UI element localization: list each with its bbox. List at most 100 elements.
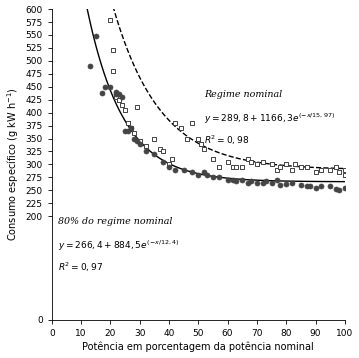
Point bbox=[275, 167, 280, 173]
Point bbox=[327, 167, 333, 173]
Point bbox=[216, 164, 222, 170]
Y-axis label: Consumo específico (g kW h$^{-1}$): Consumo específico (g kW h$^{-1}$) bbox=[5, 88, 21, 241]
Point bbox=[111, 68, 116, 74]
Point bbox=[190, 120, 195, 126]
Text: $R^2 = 0,98$: $R^2 = 0,98$ bbox=[204, 133, 250, 147]
Point bbox=[298, 182, 304, 188]
Point bbox=[201, 146, 207, 152]
Point bbox=[119, 102, 125, 108]
Point bbox=[108, 84, 113, 90]
Point bbox=[248, 178, 254, 184]
Point bbox=[307, 183, 313, 189]
Point bbox=[195, 172, 201, 178]
Point bbox=[327, 183, 333, 189]
Point bbox=[122, 128, 128, 134]
Point bbox=[128, 125, 134, 131]
Point bbox=[172, 167, 178, 173]
Point bbox=[131, 130, 137, 136]
Point bbox=[113, 92, 119, 97]
Point bbox=[93, 33, 99, 39]
Point bbox=[254, 161, 260, 167]
Point bbox=[116, 97, 122, 102]
Point bbox=[143, 144, 148, 149]
Point bbox=[230, 164, 236, 170]
Point bbox=[234, 164, 239, 170]
Text: $R^2 = 0,97$: $R^2 = 0,97$ bbox=[58, 261, 103, 274]
Point bbox=[342, 167, 348, 173]
Point bbox=[298, 164, 304, 170]
Point bbox=[289, 180, 295, 185]
Point bbox=[102, 84, 107, 90]
Point bbox=[151, 151, 157, 157]
Point bbox=[204, 172, 210, 178]
Point bbox=[260, 180, 266, 185]
Point bbox=[184, 136, 190, 141]
Point bbox=[116, 92, 122, 97]
Point bbox=[125, 120, 131, 126]
X-axis label: Potência em porcentagem da potência nominal: Potência em porcentagem da potência nomi… bbox=[83, 342, 314, 352]
Point bbox=[201, 169, 207, 175]
Point bbox=[292, 161, 298, 167]
Point bbox=[336, 169, 342, 175]
Point bbox=[336, 188, 342, 193]
Point bbox=[190, 169, 195, 175]
Point bbox=[304, 164, 309, 170]
Point bbox=[230, 177, 236, 183]
Point bbox=[245, 180, 251, 185]
Point bbox=[278, 182, 283, 188]
Point bbox=[143, 148, 148, 154]
Point bbox=[333, 187, 339, 192]
Point bbox=[278, 164, 283, 170]
Point bbox=[318, 183, 324, 189]
Point bbox=[248, 159, 254, 165]
Point bbox=[254, 180, 260, 185]
Point bbox=[87, 63, 93, 69]
Point bbox=[119, 94, 125, 100]
Text: $y = 266,4 + 884,5e^{(-x/12,4)}$: $y = 266,4 + 884,5e^{(-x/12,4)}$ bbox=[58, 239, 179, 253]
Point bbox=[275, 177, 280, 183]
Point bbox=[260, 159, 266, 165]
Point bbox=[172, 120, 178, 126]
Point bbox=[151, 136, 157, 141]
Point bbox=[113, 94, 119, 100]
Point bbox=[195, 136, 201, 141]
Point bbox=[99, 90, 104, 96]
Point bbox=[333, 164, 339, 170]
Point bbox=[342, 185, 348, 190]
Point bbox=[283, 161, 289, 167]
Point bbox=[304, 183, 309, 189]
Point bbox=[113, 89, 119, 95]
Point bbox=[134, 105, 140, 110]
Text: 80% do regime nominal: 80% do regime nominal bbox=[58, 217, 172, 226]
Point bbox=[199, 141, 204, 146]
Point bbox=[160, 149, 166, 154]
Point bbox=[128, 125, 134, 131]
Point bbox=[269, 161, 274, 167]
Point bbox=[122, 107, 128, 113]
Point bbox=[225, 177, 230, 183]
Point bbox=[131, 136, 137, 141]
Point bbox=[342, 172, 348, 178]
Point bbox=[318, 167, 324, 173]
Text: $y = 289,8 + 1166,3e^{(-x/15,97)}$: $y = 289,8 + 1166,3e^{(-x/15,97)}$ bbox=[204, 112, 335, 126]
Point bbox=[181, 167, 187, 173]
Point bbox=[178, 125, 183, 131]
Point bbox=[160, 159, 166, 165]
Point bbox=[137, 138, 143, 144]
Point bbox=[137, 141, 143, 146]
Point bbox=[166, 161, 172, 167]
Point bbox=[313, 185, 318, 190]
Point bbox=[134, 138, 140, 144]
Point bbox=[239, 164, 245, 170]
Point bbox=[263, 178, 269, 184]
Point bbox=[111, 48, 116, 53]
Point bbox=[239, 177, 245, 183]
Point bbox=[125, 128, 131, 134]
Point bbox=[216, 174, 222, 180]
Point bbox=[283, 181, 289, 187]
Point bbox=[289, 167, 295, 173]
Point bbox=[169, 156, 175, 162]
Point bbox=[108, 18, 113, 23]
Point bbox=[210, 174, 216, 180]
Point bbox=[245, 156, 251, 162]
